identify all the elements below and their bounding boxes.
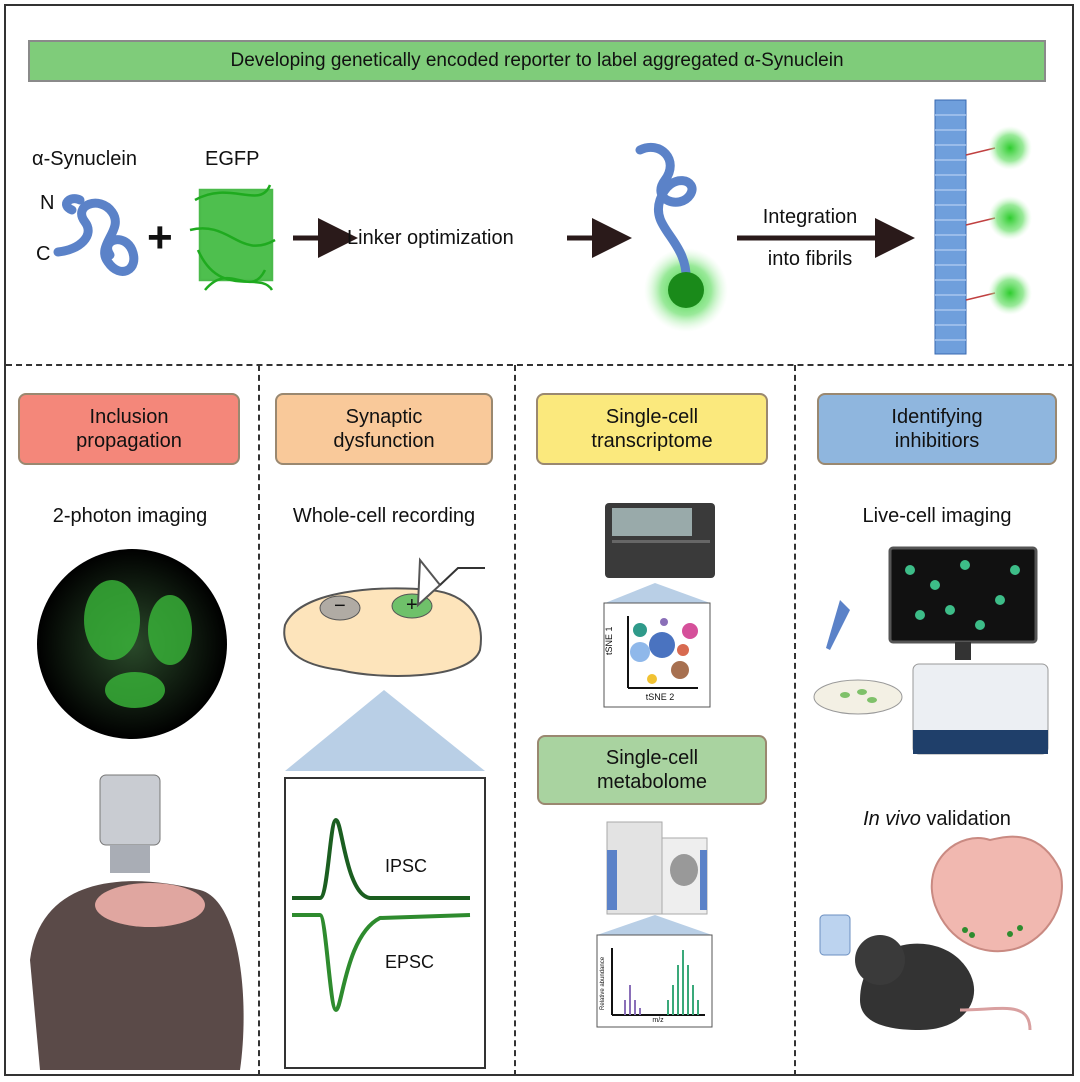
tsne-y-label: tSNE 1 (604, 626, 614, 655)
card-single-cell-transcriptome: Single-cell transcriptome (536, 393, 768, 465)
plus-sign: + (147, 213, 173, 262)
egfp-protein-icon (189, 184, 276, 291)
brain-section-icon (930, 835, 1063, 953)
n-terminus-label: N (40, 192, 55, 214)
mass-spectrum-peaks (611, 948, 705, 1016)
fusion-protein-icon (635, 142, 728, 332)
mass-spectrum-plot (596, 934, 713, 1028)
linker-label: Linker optimization (347, 227, 514, 249)
mass-spectrometer-icon (606, 821, 708, 915)
title-banner: Developing genetically encoded reporter … (28, 40, 1046, 82)
section-divider (6, 364, 1074, 366)
column-divider (794, 365, 796, 1076)
integration-label-2: into fibrils (767, 248, 853, 270)
minus-pole: − (334, 595, 346, 617)
card-single-cell-metabolome: Single-cell metabolome (537, 735, 767, 805)
column-divider (514, 365, 516, 1076)
method-live-cell: Live-cell imaging (862, 505, 1012, 527)
card-inclusion-propagation: Inclusion propagation (18, 393, 240, 465)
synuclein-protein-icon (53, 194, 139, 276)
egfp-label: EGFP (205, 148, 260, 170)
method-whole-cell: Whole-cell recording (292, 505, 476, 527)
ms-x-label: m/z (652, 1017, 664, 1024)
card-synaptic-dysfunction: Synaptic dysfunction (275, 393, 493, 465)
c-terminus-label: C (36, 243, 51, 265)
method-in-vivo: In vivo validation (863, 808, 1011, 830)
pipette-icon (826, 600, 850, 650)
tsne-clusters (627, 616, 698, 689)
monitor-icon (888, 546, 1038, 660)
mouse-icon (819, 914, 1032, 1031)
ipsc-label: IPSC (385, 856, 428, 876)
method-two-photon: 2-photon imaging (52, 505, 208, 527)
sequencer-icon (605, 503, 715, 578)
column-divider (258, 365, 260, 1076)
petri-dish-icon (813, 679, 903, 715)
outer-frame (4, 4, 1074, 1076)
integration-label: Integration (762, 206, 858, 228)
cell-recording-icon (283, 557, 486, 1069)
plus-pole: + (406, 594, 418, 616)
microscope-mouse-icon (30, 774, 244, 1070)
tsne-x-label: tSNE 2 (645, 692, 675, 702)
ms-y-label: Relative abundance (600, 956, 606, 1010)
epsc-label: EPSC (385, 952, 435, 972)
synuclein-label: α-Synuclein (32, 148, 137, 170)
fibril-icon (934, 99, 1032, 355)
plate-reader-icon (912, 663, 1049, 755)
card-identifying-inhibitors: Identifying inhibitiors (817, 393, 1057, 465)
